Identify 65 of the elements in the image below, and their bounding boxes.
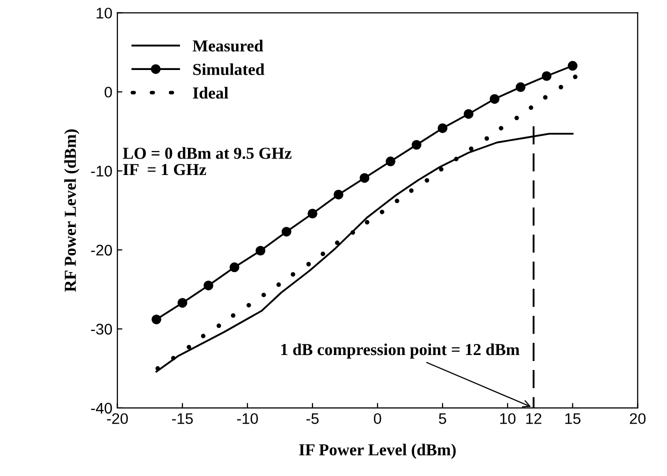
x-tick-label: -15 [172,413,193,424]
x-tick-label: 15 [565,413,580,424]
point [558,84,564,90]
point [468,146,474,152]
point [572,74,578,80]
point [334,240,340,246]
y-tick-label: -20 [91,244,112,256]
point [409,188,414,193]
point [216,324,222,328]
point [490,94,500,104]
legend-label: Ideal [192,86,228,99]
annotation: 1 dB compression point = 12 dBm [281,343,520,359]
x-tick-label: -10 [237,413,258,424]
y-tick-label: -10 [91,166,112,177]
x-axis-title: IF Power Level (dBm) [299,444,456,459]
point [261,292,266,298]
x-tick-label: 5 [438,413,446,424]
point [438,123,448,134]
point [308,208,318,218]
point [320,252,326,256]
point [364,220,370,224]
point [246,302,252,308]
y-tick-label: -40 [91,402,112,414]
point [498,126,504,130]
y-tick-label: 0 [104,86,112,98]
point [230,313,236,318]
point [516,82,526,92]
point [484,136,490,141]
x-tick-label: -20 [107,413,128,424]
point [412,140,422,150]
y-axis-title: RF Power Level (dBm) [64,129,80,292]
point [542,71,552,81]
y-tick-label: 10 [96,8,112,19]
point [514,116,519,120]
annotation: LO = 0 dBm at 9.5 GHz IF = 1 GHz [122,147,292,176]
x-tick-label: 10 [500,413,516,424]
legend-label: Simulated [193,63,264,76]
x-tick-label: 12 [526,413,542,424]
point [568,60,578,71]
point [178,298,188,308]
point [276,282,281,287]
x-tick-label: 20 [630,413,646,424]
point [200,334,206,338]
point [464,109,474,119]
point [394,198,400,204]
point [230,262,240,272]
point [282,226,292,237]
point [186,344,192,350]
point [528,105,534,110]
point [334,190,344,200]
x-tick-label: -5 [306,413,319,424]
y-tick-label: -30 [91,324,112,335]
x-tick-label: 0 [374,413,382,424]
point [204,280,214,290]
point [256,246,266,256]
point [439,167,444,172]
point [360,173,370,183]
point [543,95,548,100]
point [290,272,296,277]
legend-label: Measured [192,40,264,52]
point [306,262,311,266]
point [152,314,162,324]
point [380,210,384,214]
point [424,178,430,183]
point [386,156,396,166]
